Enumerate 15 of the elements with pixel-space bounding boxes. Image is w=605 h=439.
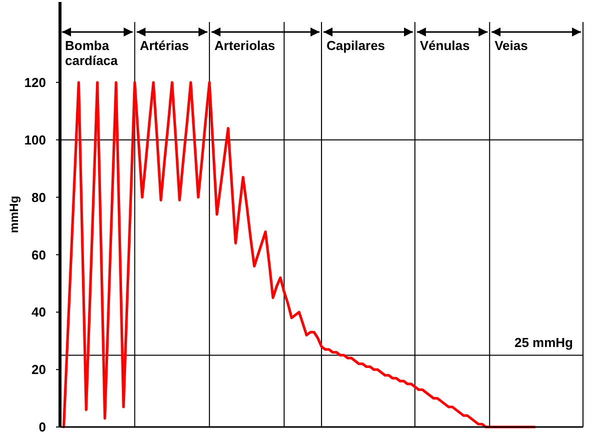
annotation: Bomba cardíaca: [65, 38, 119, 68]
ref-line-label: 25 mmHg: [514, 335, 574, 350]
y-tick-label: 0: [38, 420, 46, 435]
y-tick-label: 120: [24, 74, 46, 90]
y-tick-label: 40: [32, 304, 46, 320]
annotation: Capilares: [326, 38, 386, 53]
annotation: Veias: [494, 38, 528, 53]
annotation: Artérias: [140, 38, 189, 53]
annotation: Arteriolas: [214, 38, 276, 53]
y-axis-title: mmHg: [7, 196, 21, 234]
y-tick-label: 60: [32, 247, 46, 262]
y-tick-label: 100: [24, 132, 46, 148]
y-tick-label: 80: [32, 190, 46, 205]
annotation: Vénulas: [420, 38, 470, 53]
y-tick-label: 20: [32, 362, 46, 378]
